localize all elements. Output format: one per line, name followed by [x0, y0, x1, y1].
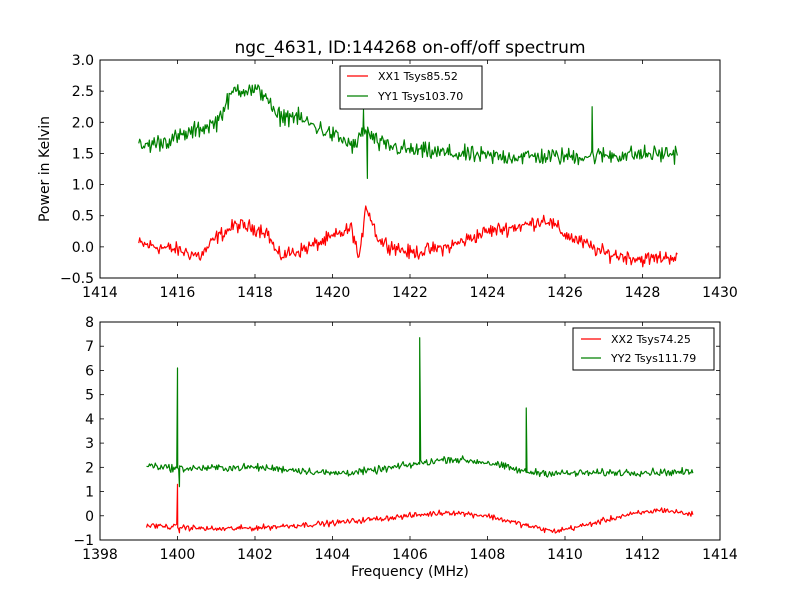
x-tick-label: 1406 [392, 547, 428, 563]
x-tick-label: 1414 [702, 547, 738, 563]
axes-frame [99, 321, 721, 541]
y-axis-label: Power in Kelvin [37, 116, 53, 222]
y-tick-label: 5 [85, 388, 94, 404]
x-tick-label: 1420 [315, 285, 351, 301]
bottom-legend: XX2 Tsys74.25 YY2 Tsys111.79 [572, 327, 715, 371]
bottom-panel: 1398 1400 1402 1404 1406 1408 1410 1412 1414 −1 0 1… [73, 315, 738, 563]
y-tick-label: 3.0 [72, 53, 94, 69]
series-line-xx1 [138, 205, 678, 268]
legend-label-yy1: YY1 Tsys103.70 [377, 90, 463, 103]
y-tick-label: 3 [85, 436, 94, 452]
x-tick-label: 1398 [82, 547, 118, 563]
y-tick-label: 0.0 [72, 240, 94, 256]
y-tick-label: 0 [85, 509, 94, 525]
x-tick-label: 1414 [82, 285, 118, 301]
y-tick-label: 6 [85, 363, 94, 379]
y-tick-label: 8 [85, 315, 94, 331]
y-tick-label: 4 [85, 412, 94, 428]
x-tick-label: 1418 [237, 285, 273, 301]
axes-frame [99, 59, 721, 279]
x-tick-label: 1408 [470, 547, 506, 563]
x-tick-label: 1410 [547, 547, 583, 563]
y-tick-label: 1.0 [72, 178, 94, 194]
x-tick-label: 1404 [315, 547, 351, 563]
x-tick-label: 1430 [702, 285, 738, 301]
chart-title: ngc_4631, ID:144268 on-off/off spectrum [234, 38, 585, 58]
y-tick-label: 1 [85, 485, 94, 501]
y-tick-label: 2.5 [72, 84, 94, 100]
y-tick-label: 1.5 [72, 146, 94, 162]
series-group [138, 84, 678, 268]
x-tick-label: 1426 [547, 285, 583, 301]
x-tick-label: 1424 [470, 285, 506, 301]
legend-label-xx2: XX2 Tsys74.25 [611, 333, 691, 346]
series-line-yy2 [146, 337, 694, 488]
x-tick-label: 1416 [160, 285, 196, 301]
x-tick-label: 1400 [160, 547, 196, 563]
x-tick-label: 1402 [237, 547, 273, 563]
x-tick-label: 1428 [625, 285, 661, 301]
y-tick-label: −1 [73, 533, 94, 549]
x-tick-label: 1412 [625, 547, 661, 563]
y-tick-label: 2 [85, 460, 94, 476]
legend-box [339, 65, 483, 110]
series-group [145, 337, 694, 534]
x-tick-label: 1422 [392, 285, 428, 301]
y-tick-label: −0.5 [60, 271, 94, 287]
y-tick-label: 2.0 [72, 115, 94, 131]
series-line-yy1 [138, 84, 678, 179]
y-tick-label: 0.5 [72, 209, 94, 225]
legend-label-xx1: XX1 Tsys85.52 [378, 70, 458, 83]
top-panel: 1414 1416 1418 1420 1422 1424 1426 1428 1430 −0.5… [60, 53, 738, 301]
legend-label-yy2: YY2 Tsys111.79 [610, 352, 696, 365]
legend-box [572, 327, 715, 371]
y-tick-label: 7 [85, 339, 94, 355]
top-legend: XX1 Tsys85.52 YY1 Tsys103.70 [339, 65, 483, 110]
x-axis-label: Frequency (MHz) [351, 564, 469, 580]
series-line-xx2 [145, 483, 694, 534]
